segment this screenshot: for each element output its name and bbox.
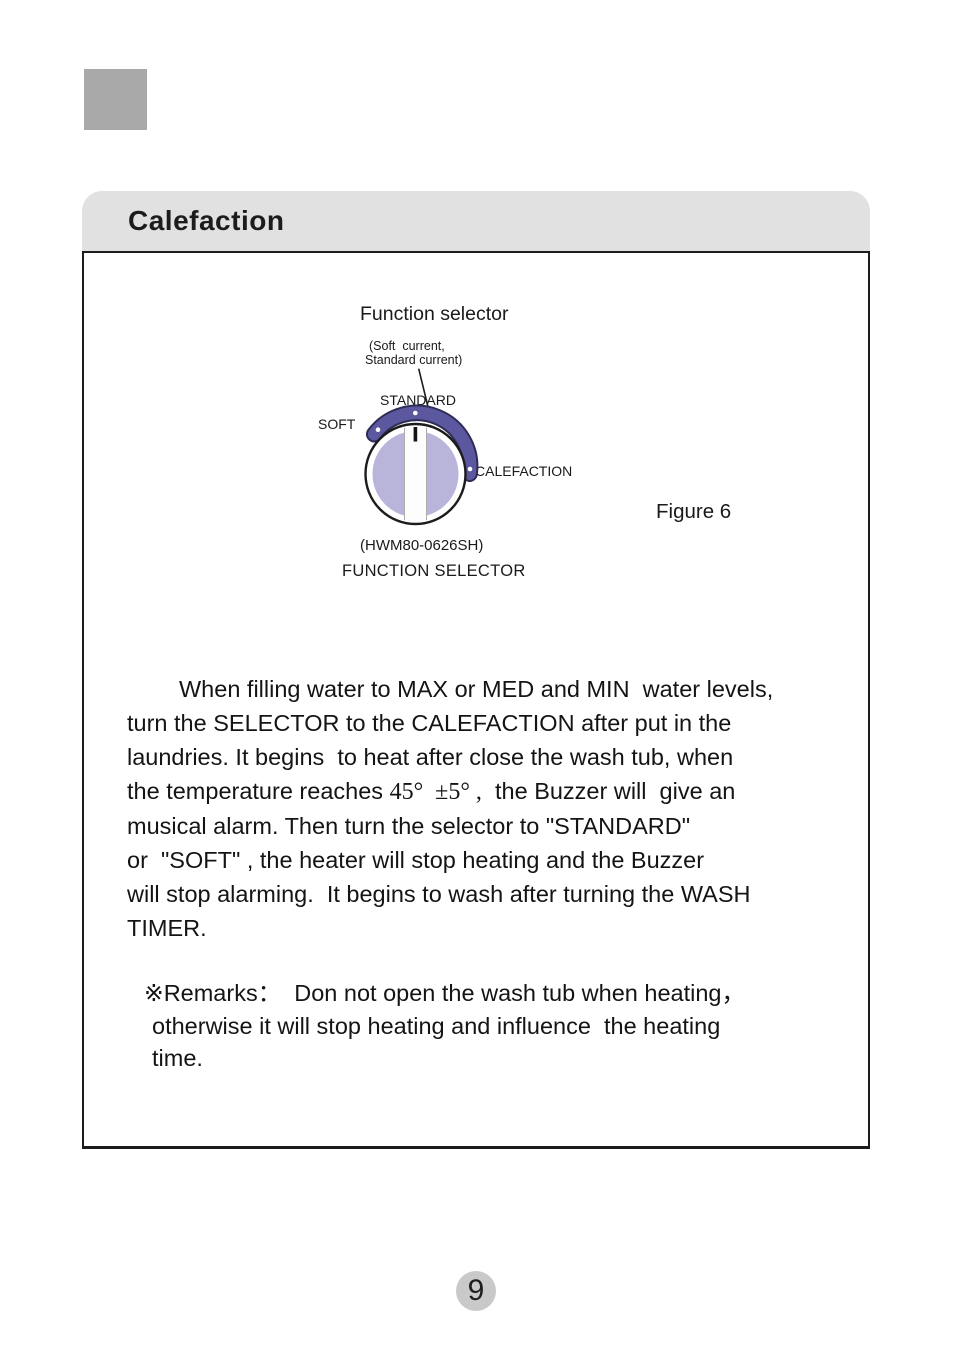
paragraph-line: TIMER.: [127, 915, 207, 941]
function-selector-dial-diagram: [364, 368, 479, 526]
knob-grip-bar: [404, 426, 427, 522]
corner-decoration: [84, 69, 147, 130]
page-number: 9: [467, 1274, 485, 1307]
page-number-badge: 9: [456, 1271, 496, 1311]
figure-title: Function selector: [360, 303, 509, 325]
dial-label-calefaction: CALEFACTION: [475, 463, 573, 479]
paragraph-line: laundries. It begins to heat after close…: [127, 744, 734, 770]
temp-text-suffix: the Buzzer will give an: [481, 778, 736, 804]
paragraph-line: the temperature reaches 45° ±5° , the Bu…: [127, 774, 872, 809]
arc-dot-soft: [375, 427, 381, 432]
remarks-line: time.: [152, 1045, 203, 1071]
temp-text-prefix: the temperature reaches: [127, 778, 390, 804]
dial-label-standard: STANDARD: [380, 392, 456, 408]
figure-note-line2: Standard current): [365, 353, 463, 367]
section-title: Calefaction: [128, 205, 285, 236]
figure-caption: Figure 6: [656, 500, 732, 523]
body-paragraph: When filling water to MAX or MED and MIN…: [127, 672, 872, 945]
figure-model-number: (HWM80-0626SH): [360, 537, 484, 554]
temperature-value: 45° ±5° ,: [389, 779, 482, 805]
paragraph-line: will stop alarming. It begins to wash af…: [127, 881, 751, 907]
selector-arc: [367, 406, 477, 480]
knob-pointer-tick: [413, 427, 418, 442]
paragraph-line: When filling water to MAX or MED and MIN…: [179, 676, 774, 702]
arc-dot-calefaction: [467, 466, 473, 472]
paragraph-line: or "SOFT" , the heater will stop heating…: [127, 847, 705, 873]
paragraph-line: turn the SELECTOR to the CALEFACTION aft…: [127, 710, 732, 736]
dial-label-soft: SOFT: [318, 416, 356, 432]
remarks-block: ※Remarks： Don not open the wash tub when…: [144, 977, 884, 1075]
figure-note-line1: (Soft current,: [369, 339, 445, 353]
section-header: Calefaction: [82, 191, 870, 251]
arc-dot-standard: [413, 410, 418, 416]
content-box: Function selector (Soft current, Standar…: [82, 251, 870, 1149]
figure-subcaption: FUNCTION SELECTOR: [342, 562, 526, 580]
leader-line: [417, 368, 430, 412]
paragraph-line: musical alarm. Then turn the selector to…: [127, 813, 691, 839]
remarks-line: ※Remarks： Don not open the wash tub when…: [144, 980, 745, 1006]
remarks-line: otherwise it will stop heating and influ…: [152, 1012, 721, 1039]
